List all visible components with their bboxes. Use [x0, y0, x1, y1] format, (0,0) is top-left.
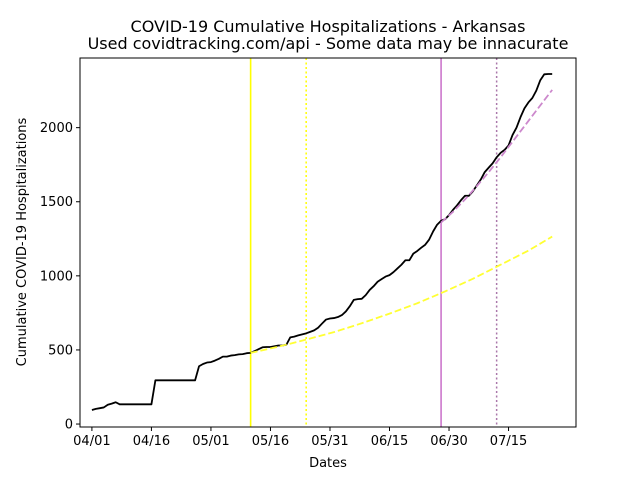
- series-line-1: [91, 73, 553, 411]
- series-line-3: [440, 89, 553, 224]
- y-tick-label: 1000: [40, 269, 73, 284]
- x-tick-label: 06/15: [371, 434, 408, 449]
- y-tick-label: 500: [48, 343, 73, 358]
- y-tick-label: 2000: [40, 121, 73, 136]
- x-tick-label: 04/16: [133, 434, 170, 449]
- axes-frame: [79, 57, 577, 428]
- chart-title: COVID-19 Cumulative Hospitalizations - A…: [131, 17, 526, 36]
- x-axis-label: Dates: [309, 456, 347, 471]
- x-tick-label: 05/31: [311, 434, 348, 449]
- plot-area: [91, 58, 553, 427]
- x-tick-label: 07/15: [490, 434, 527, 449]
- x-tick-label: 06/30: [430, 434, 467, 449]
- chart-subtitle: Used covidtracking.com/api - Some data m…: [88, 34, 569, 53]
- x-tick-label: 05/16: [252, 434, 289, 449]
- y-tick-label: 0: [65, 418, 73, 433]
- series-line-2: [250, 235, 553, 354]
- axes: 04/01 04/16 05/01 05/16 05/31 06/15 06/30 07/15…: [40, 57, 577, 449]
- y-axis-label: Cumulative COVID-19 Hospitalizations: [15, 117, 30, 366]
- x-tick-label: 05/01: [192, 434, 229, 449]
- y-tick-label: 1500: [40, 195, 73, 210]
- x-tick-label: 04/01: [73, 434, 110, 449]
